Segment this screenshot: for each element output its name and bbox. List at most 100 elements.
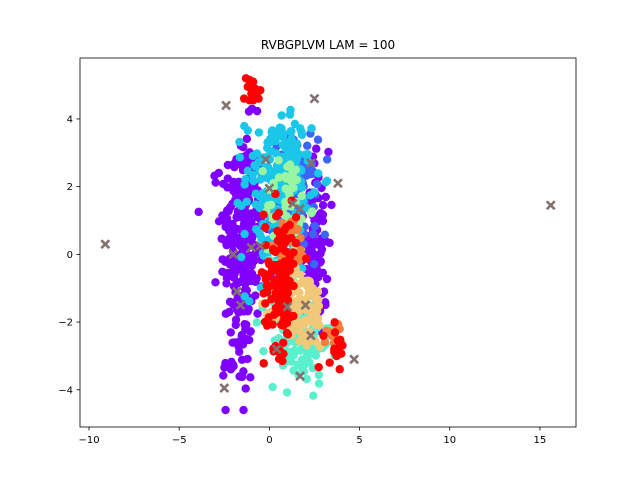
scatter-point: [327, 200, 336, 210]
cross-marker: [305, 158, 316, 168]
scatter-point: [226, 328, 235, 337]
scatter-point: [234, 308, 243, 317]
scatter-point: [332, 351, 341, 361]
scatter-point: [304, 314, 314, 323]
scatter-point: [268, 382, 277, 392]
scatter-point: [319, 287, 329, 296]
scatter-point: [296, 279, 306, 288]
scatter-point: [267, 127, 276, 137]
cross-marker: [287, 198, 298, 209]
scatter-point: [265, 134, 275, 144]
scatter-point: [237, 355, 247, 364]
scatter-point: [239, 405, 248, 415]
scatter-point: [228, 240, 237, 250]
scatter-point: [255, 228, 264, 238]
scatter-point: [274, 354, 284, 364]
scatter-point: [211, 278, 220, 287]
scatter-point: [314, 379, 324, 388]
scatter-point: [289, 183, 298, 192]
scatter-point: [279, 129, 288, 138]
cross-marker: [231, 286, 242, 297]
cross-marker: [228, 249, 239, 260]
x-tick-label: −5: [172, 435, 187, 446]
cross-marker: [100, 239, 111, 250]
scatter-point: [302, 374, 311, 384]
scatter-point: [235, 153, 245, 162]
scatter-point: [330, 328, 340, 337]
scatter-point: [273, 308, 282, 317]
scatter-point: [244, 107, 254, 116]
scatter-point: [228, 338, 237, 347]
cross-marker: [260, 154, 271, 165]
scatter-point: [281, 223, 291, 232]
scatter-point: [296, 270, 305, 279]
x-tick-label: 15: [534, 435, 547, 446]
scatter-point: [252, 106, 262, 116]
scatter-point: [259, 346, 268, 356]
cross-marker: [221, 100, 232, 111]
scatter-point: [260, 317, 270, 327]
scatter-point: [279, 338, 288, 347]
scatter-point: [313, 314, 323, 323]
scatter-point: [285, 160, 295, 169]
scatter-point: [259, 359, 268, 368]
cross-marker: [295, 203, 305, 214]
scatter-point: [246, 258, 256, 267]
scatter-point: [283, 330, 293, 339]
scatter-point: [330, 318, 339, 327]
scatter-point: [281, 202, 290, 211]
scatter-point: [314, 295, 323, 304]
scatter-point: [313, 135, 323, 144]
scatter-point: [237, 252, 246, 262]
scatter-point: [259, 289, 268, 298]
scatter-point: [241, 384, 250, 393]
x-axis: −10 −5 0 5 10 15: [78, 427, 546, 446]
scatter-point: [251, 200, 261, 209]
scatter-point: [321, 298, 330, 307]
cross-marker: [545, 200, 556, 211]
scatter-point: [313, 179, 322, 189]
scatter-point: [292, 139, 302, 148]
scatter-point: [291, 239, 301, 248]
scatter-point: [194, 207, 203, 217]
x-tick-label: −10: [78, 435, 99, 446]
scatter-point: [256, 85, 265, 95]
scatter-point: [281, 171, 290, 181]
scatter-point: [321, 192, 330, 202]
scatter-point: [287, 126, 296, 136]
scatter-point: [289, 350, 299, 360]
y-tick-label: 2: [67, 182, 73, 193]
scatter-point: [335, 365, 344, 374]
scatter-point: [261, 275, 271, 284]
scatter-point: [312, 144, 321, 153]
cross-markers: [100, 93, 556, 393]
scatter-point: [299, 319, 308, 328]
scatter-point: [302, 254, 311, 263]
y-axis: −4 −2 0 2 4: [58, 114, 80, 396]
scatter-point: [229, 300, 238, 310]
scatter-point: [259, 210, 268, 219]
scatter-point: [240, 269, 249, 279]
cross-marker: [349, 354, 360, 365]
cross-marker: [300, 300, 311, 311]
cross-marker: [295, 371, 305, 382]
scatter-point: [241, 279, 250, 289]
scatter-point: [308, 230, 318, 239]
scatter-point: [221, 309, 231, 318]
scatter-point: [288, 170, 297, 179]
scatter-point: [282, 388, 292, 397]
scatter-point: [285, 253, 294, 262]
cross-marker: [282, 301, 293, 312]
scatter-point: [249, 176, 258, 186]
scatter-point: [242, 221, 251, 230]
y-tick-label: −2: [58, 318, 73, 329]
scatter-point: [229, 273, 239, 282]
scatter-point: [256, 158, 266, 167]
scatter-point: [304, 276, 313, 285]
scatter-point: [320, 230, 330, 239]
scatter-point: [293, 325, 302, 334]
scatter-point: [249, 250, 258, 260]
scatter-point: [281, 184, 290, 193]
scatter-point: [253, 309, 262, 318]
cross-marker: [271, 344, 282, 355]
